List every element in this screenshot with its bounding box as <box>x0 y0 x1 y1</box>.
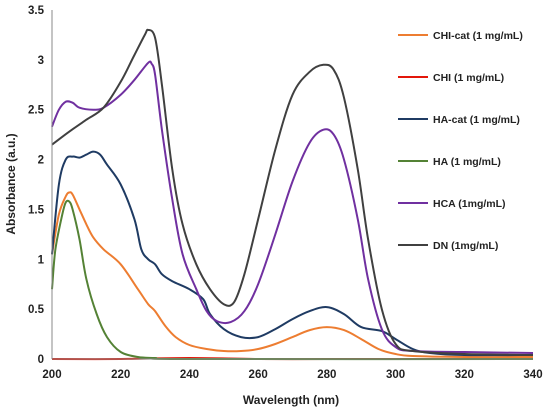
y-tick-label: 1 <box>38 254 45 266</box>
x-tick-label: 300 <box>386 369 405 381</box>
x-tick-label: 220 <box>111 369 130 381</box>
series-line <box>51 150 534 357</box>
y-tick-label: 1.5 <box>28 204 45 216</box>
x-tick-label: 340 <box>523 369 542 381</box>
legend-label: HCA (1mg/mL) <box>433 198 506 210</box>
x-tick-label: 240 <box>180 369 199 381</box>
legend: CHI-cat (1 mg/mL) CHI (1 mg/mL) HA-cat (1 … <box>398 30 523 252</box>
x-tick-labels: 200 220 240 260 280 300 320 340 <box>42 369 542 381</box>
legend-label: DN (1mg/mL) <box>433 240 498 252</box>
y-tick-label: 2 <box>38 155 44 167</box>
y-axis-title: Absorbance (a.u.) <box>4 133 18 234</box>
y-tick-label: 3 <box>38 55 44 67</box>
y-tick-label: 0.5 <box>28 304 45 316</box>
legend-label: HA (1 mg/mL) <box>433 156 501 168</box>
legend-label: CHI (1 mg/mL) <box>433 72 504 84</box>
y-tick-label: 0 <box>38 354 44 366</box>
x-tick-label: 260 <box>249 369 268 381</box>
legend-label: HA-cat (1 mg/mL) <box>433 114 520 126</box>
legend-label: CHI-cat (1 mg/mL) <box>433 30 523 42</box>
y-tick-label: 3.5 <box>28 5 45 17</box>
y-tick-labels: 0 0.5 1 1.5 2 2.5 3 3.5 <box>28 5 45 366</box>
axes <box>51 10 533 360</box>
series-line <box>51 199 534 361</box>
series-line <box>51 28 534 356</box>
x-tick-label: 200 <box>42 369 61 381</box>
y-tick-label: 2.5 <box>28 105 45 117</box>
x-tick-label: 320 <box>455 369 474 381</box>
series-line <box>51 191 534 359</box>
series-line <box>51 60 534 354</box>
x-tick-label: 280 <box>317 369 336 381</box>
x-axis-title: Wavelength (nm) <box>243 393 339 407</box>
